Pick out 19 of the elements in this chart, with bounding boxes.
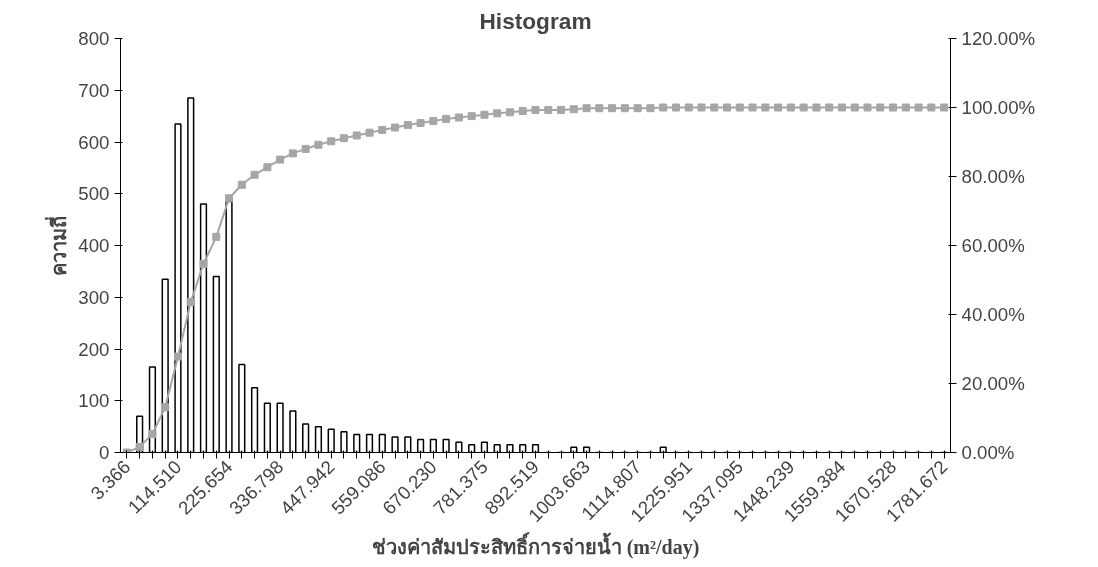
y-tick-label: 200 xyxy=(78,338,110,360)
y-axis-title: ความถี่ xyxy=(44,215,71,276)
y2-tick-label: 80.00% xyxy=(961,166,1025,187)
y-tick-label: 300 xyxy=(78,286,110,308)
x-axis-title: ช่วงค่าสัมประสิทธิ์การจ่ายน้ำ (m²/day) xyxy=(371,531,700,559)
y2-tick-label: 60.00% xyxy=(961,235,1025,256)
y2-tick-label: 20.00% xyxy=(961,373,1025,394)
y2-tick-label: 0.00% xyxy=(961,442,1015,463)
chart-title: Histogram xyxy=(479,7,592,34)
y-tick-label: 600 xyxy=(78,131,110,153)
y-tick-label: 800 xyxy=(78,28,110,49)
y-tick-label: 700 xyxy=(78,79,110,101)
y-tick-label: 100 xyxy=(78,390,110,412)
y2-tick-label: 40.00% xyxy=(961,304,1025,325)
y-tick-label: 500 xyxy=(78,183,110,205)
y2-tick-label: 120.00% xyxy=(961,28,1036,49)
y2-tick-label: 100.00% xyxy=(961,97,1036,118)
y-tick-label: 400 xyxy=(78,235,110,256)
y-tick-label: 0 xyxy=(99,442,110,463)
